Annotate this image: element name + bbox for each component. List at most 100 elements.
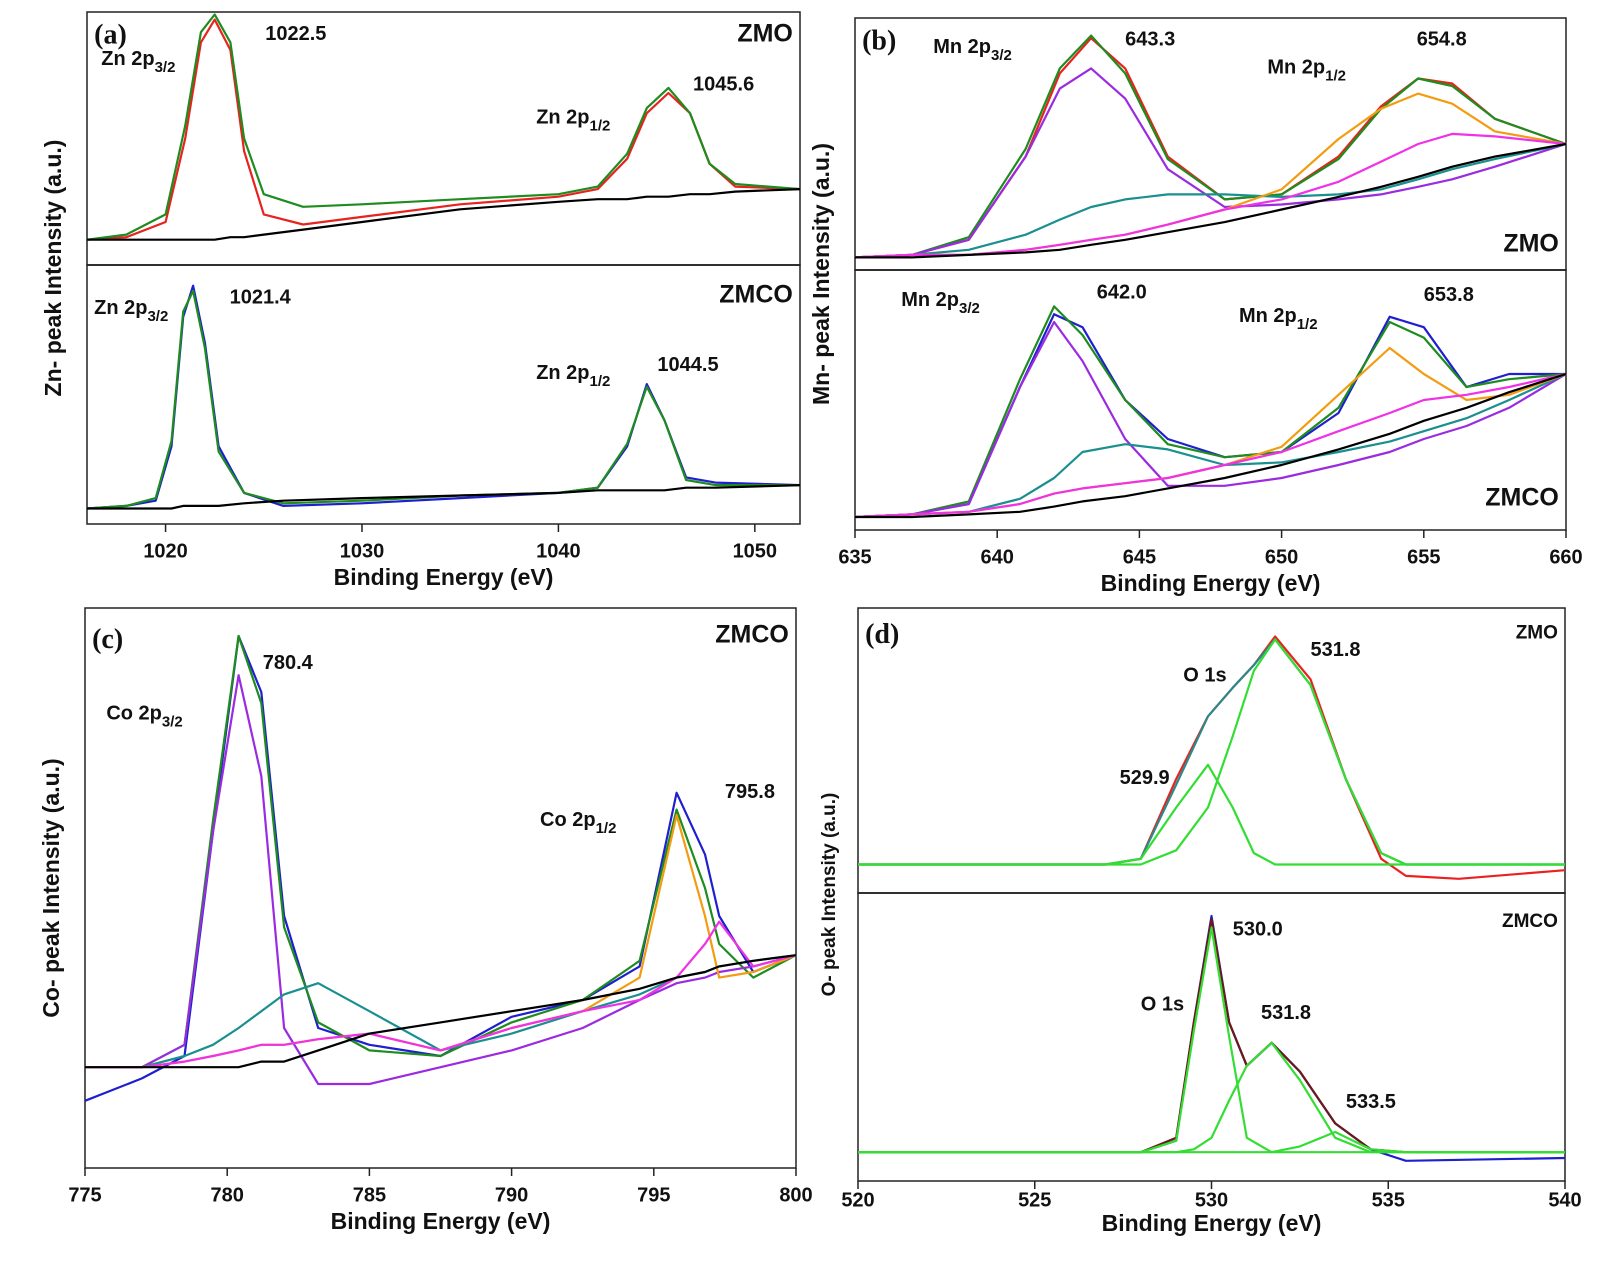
x-tick-label: 520 [841, 1189, 874, 1211]
peak-annotation: 1021.4 [230, 287, 292, 309]
spectrum-line [854, 372, 1567, 519]
spectrum-line [854, 92, 1567, 259]
spectrum-line [86, 284, 801, 510]
annotation-text: 531.8 [1261, 1002, 1311, 1024]
spectrum-line [858, 917, 1565, 1154]
x-tick-label: 1030 [340, 540, 385, 562]
spectrum-line [855, 142, 1567, 259]
spectrum-line [84, 634, 797, 1102]
plot-frame [86, 264, 801, 525]
x-tick-label: 540 [1548, 1189, 1581, 1211]
annotation-text: 780.4 [263, 652, 314, 674]
subplot-label: ZMCO [719, 281, 793, 309]
annotation-text: Mn 2p [1267, 57, 1325, 79]
spectrum-line [854, 372, 1567, 519]
spectrum-line [86, 18, 801, 241]
spectrum-line [858, 763, 1565, 866]
subplot-label: ZMCO [1485, 483, 1559, 511]
peak-annotation: 642.0 [1097, 282, 1147, 304]
peak-annotation: 533.5 [1346, 1092, 1396, 1114]
spectrum-line [858, 926, 1565, 1154]
plot-frame [84, 607, 797, 1169]
spectrum-line [86, 13, 801, 241]
annotation-text: Co 2p [106, 703, 162, 725]
annotation-text: O 1s [1183, 665, 1226, 687]
panel-label: (b) [862, 26, 896, 57]
peak-annotation: 529.9 [1120, 767, 1170, 789]
peak-annotation: Zn 2p1/2 [536, 362, 610, 390]
spectrum-line [854, 34, 1567, 259]
subplot-label: ZMO [737, 19, 793, 47]
y-axis-label: Co- peak Intensity (a.u.) [38, 758, 64, 1017]
x-tick-label: 635 [838, 546, 871, 568]
subplot-label: ZMCO [715, 621, 789, 649]
annotation-text: Mn 2p [1239, 305, 1297, 327]
x-tick-label: 645 [1123, 546, 1156, 568]
panel-label: (a) [94, 20, 127, 51]
peak-annotation: Co 2p3/2 [106, 703, 182, 731]
spectrum-line [858, 1041, 1565, 1154]
annotation-text: 529.9 [1120, 767, 1170, 789]
peak-annotation: 1022.5 [265, 23, 326, 45]
panel-label: (d) [865, 619, 899, 650]
plot-frame [86, 11, 801, 266]
annotation-text: 642.0 [1097, 282, 1147, 304]
peak-annotation: Mn 2p3/2 [933, 37, 1012, 65]
spectrum-line [858, 1130, 1565, 1154]
annotation-text: Zn 2p [94, 297, 147, 319]
annotation-subscript: 3/2 [959, 300, 980, 317]
x-tick-label: 535 [1372, 1189, 1405, 1211]
spectrum-line [854, 320, 1567, 519]
annotation-subscript: 3/2 [155, 59, 176, 76]
y-axis-label: Zn- peak Intensity (a.u.) [40, 140, 66, 397]
x-axis-label: Binding Energy (eV) [1101, 570, 1321, 596]
spectrum-line [85, 814, 797, 1069]
peak-annotation: 1045.6 [693, 74, 754, 96]
panel-label: (c) [92, 624, 123, 655]
x-tick-label: 800 [779, 1184, 812, 1206]
annotation-text: 533.5 [1346, 1092, 1396, 1114]
annotation-subscript: 3/2 [147, 308, 168, 325]
annotation-text: Mn 2p [933, 37, 991, 59]
peak-annotation: Zn 2p1/2 [536, 107, 610, 135]
subplot-label: ZMO [1503, 229, 1559, 257]
x-tick-label: 530 [1195, 1189, 1228, 1211]
peak-annotation: 530.0 [1233, 919, 1283, 941]
spectrum-line [85, 920, 797, 1069]
x-tick-label: 525 [1018, 1189, 1051, 1211]
annotation-text: Zn 2p [536, 362, 589, 384]
x-axis-label: Binding Energy (eV) [334, 564, 554, 590]
x-tick-label: 790 [495, 1184, 528, 1206]
peak-annotation: Co 2p1/2 [540, 809, 616, 837]
peak-annotation: 653.8 [1424, 284, 1474, 306]
annotation-text: 654.8 [1417, 29, 1467, 51]
annotation-text: 530.0 [1233, 919, 1283, 941]
y-axis-label: O- peak Intensity (a.u.) [819, 793, 840, 997]
annotation-text: 1022.5 [265, 23, 326, 45]
annotation-text: Co 2p [540, 809, 596, 831]
peak-annotation: 780.4 [263, 652, 314, 674]
spectrum-line [858, 638, 1565, 866]
peak-annotation: Mn 2p1/2 [1239, 305, 1318, 333]
spectrum-line [85, 634, 797, 1069]
annotation-text: Zn 2p [536, 107, 589, 129]
annotation-text: Zn 2p [101, 48, 154, 70]
x-tick-label: 655 [1407, 546, 1440, 568]
peak-annotation: Zn 2p3/2 [94, 297, 168, 325]
spectrum-line [854, 67, 1567, 259]
spectrum-line [854, 132, 1567, 259]
x-tick-label: 775 [68, 1184, 101, 1206]
peak-annotation: 531.8 [1261, 1002, 1311, 1024]
annotation-text: 643.3 [1125, 29, 1175, 51]
x-axis-label: Binding Energy (eV) [1102, 1210, 1322, 1236]
peak-annotation: 795.8 [725, 781, 775, 803]
annotation-subscript: 1/2 [1297, 316, 1318, 333]
peak-annotation: 654.8 [1417, 29, 1467, 51]
annotation-subscript: 3/2 [991, 47, 1012, 64]
annotation-text: 653.8 [1424, 284, 1474, 306]
x-tick-label: 795 [637, 1184, 670, 1206]
annotation-subscript: 1/2 [590, 117, 611, 134]
plot-frame [857, 607, 1566, 894]
spectrum-line [855, 372, 1567, 519]
x-axis-label: Binding Energy (eV) [331, 1208, 551, 1234]
